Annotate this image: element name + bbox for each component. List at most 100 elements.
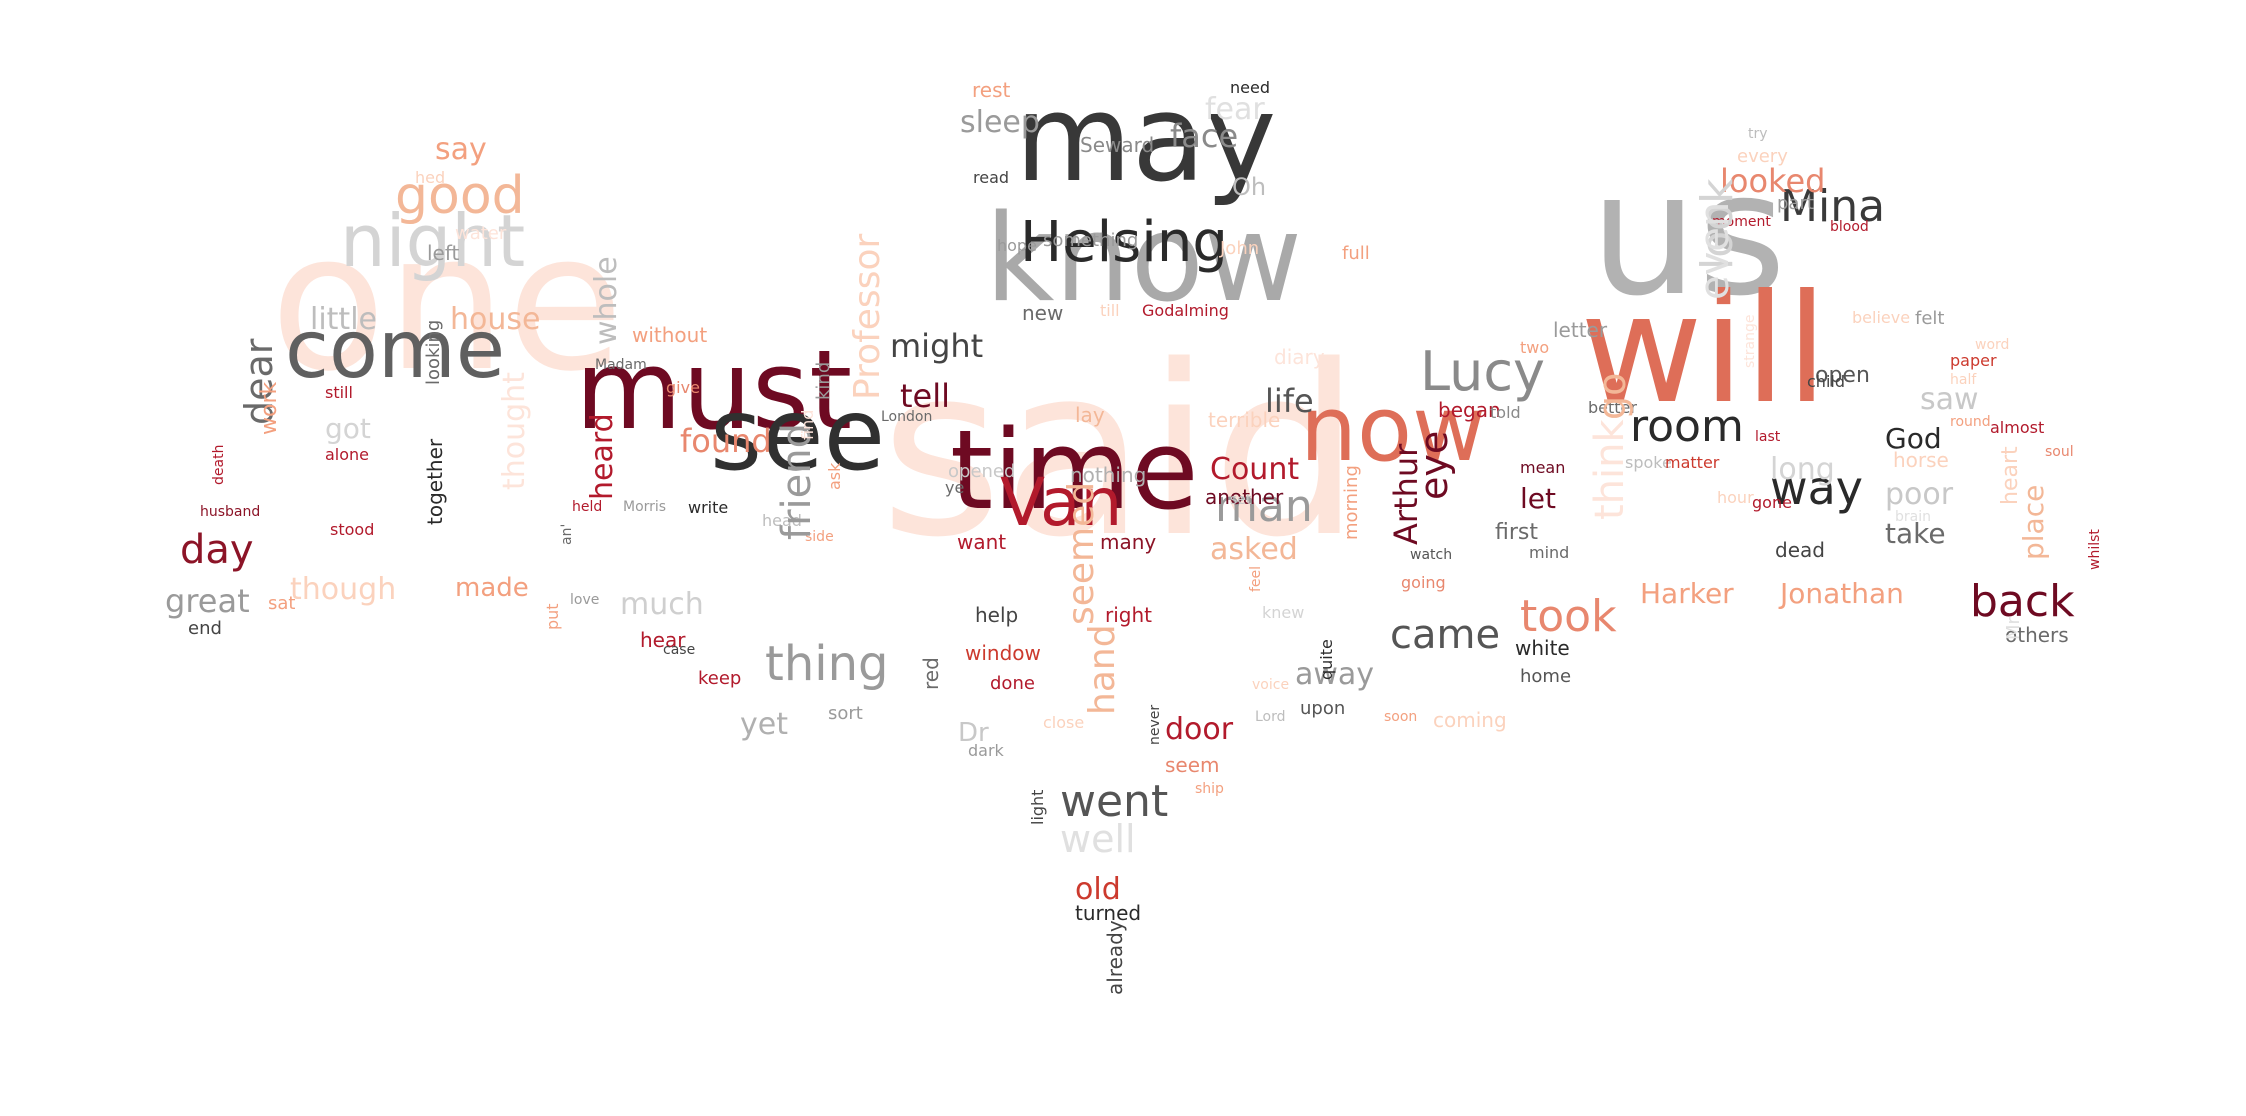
- word-friend: friend: [774, 423, 820, 540]
- word-gone: gone: [1752, 493, 1792, 512]
- word-well: well: [1060, 817, 1136, 861]
- word-hand: hand: [1082, 624, 1123, 715]
- word-man: man: [1215, 481, 1313, 532]
- word-paper: paper: [1950, 351, 1997, 370]
- word-morris: Morris: [623, 499, 667, 515]
- word-death: death: [211, 444, 227, 485]
- word-hed: hed: [415, 168, 446, 187]
- word-yet: yet: [740, 707, 788, 742]
- word-new: new: [1022, 301, 1064, 325]
- word-asked: asked: [1210, 532, 1298, 567]
- word-say: say: [435, 132, 487, 167]
- word-already: already: [1103, 920, 1127, 995]
- word-without: without: [632, 323, 708, 347]
- word-london: London: [881, 409, 933, 425]
- word-never: never: [1147, 704, 1163, 745]
- word-two: two: [1520, 338, 1550, 357]
- word-stood: stood: [330, 520, 375, 539]
- word-part: part: [1777, 193, 1814, 214]
- word-great: great: [165, 582, 250, 620]
- word-ye: ye: [945, 478, 965, 497]
- word-us: us: [1590, 136, 1787, 334]
- word-door: door: [1165, 712, 1234, 747]
- word-half: half: [1950, 372, 1977, 388]
- word-dead: dead: [1775, 538, 1825, 562]
- word-dark: dark: [968, 741, 1004, 760]
- word-hope: hope: [997, 236, 1037, 255]
- word-husband: husband: [200, 504, 261, 520]
- word-something: something: [1043, 230, 1139, 251]
- word-word: word: [1975, 337, 2010, 353]
- word-alone: alone: [325, 445, 370, 464]
- word-oh: Oh: [1232, 173, 1267, 201]
- word-place: place: [2017, 484, 2050, 560]
- word-another: another: [1205, 485, 1284, 509]
- word-an: an': [559, 523, 575, 545]
- word-want: want: [957, 530, 1007, 554]
- word-find: find: [798, 409, 817, 440]
- word-left: left: [427, 241, 460, 265]
- word-whole: whole: [589, 256, 624, 345]
- word-harker: Harker: [1640, 577, 1734, 610]
- word-close: close: [1043, 713, 1085, 732]
- word-even: even: [1692, 201, 1738, 300]
- word-soon: soon: [1384, 709, 1418, 725]
- word-one: one: [270, 192, 624, 413]
- word-set: set: [1230, 492, 1252, 508]
- word-ship: ship: [1195, 781, 1224, 797]
- word-morning: morning: [1341, 465, 1362, 540]
- word-van: Van: [1000, 464, 1123, 541]
- word-keep: keep: [698, 668, 742, 689]
- word-day: day: [180, 527, 254, 573]
- word-got: got: [325, 412, 371, 445]
- word-whilst: whilst: [2087, 529, 2103, 570]
- word-now: now: [1300, 377, 1486, 482]
- word-madam: Madam: [595, 357, 647, 373]
- word-much: much: [620, 587, 704, 622]
- word-still: still: [325, 383, 353, 402]
- word-lay: lay: [1075, 403, 1105, 427]
- word-case: case: [663, 642, 696, 658]
- word-mind: mind: [1529, 543, 1570, 562]
- word-go: go: [1590, 372, 1634, 420]
- word-felt: felt: [1915, 308, 1945, 329]
- word-let: let: [1520, 482, 1556, 515]
- word-must: must: [575, 326, 853, 454]
- word-strange: strange: [1742, 314, 1758, 369]
- word-may: may: [1015, 70, 1277, 209]
- word-hear: hear: [640, 628, 686, 652]
- word-child: child: [1807, 372, 1845, 391]
- word-give: give: [666, 378, 700, 397]
- word-might: might: [890, 327, 984, 365]
- word-watch: watch: [1410, 547, 1453, 563]
- word-ask: ask: [825, 462, 844, 490]
- word-tell: tell: [900, 377, 951, 415]
- word-many: many: [1100, 530, 1157, 554]
- word-face: face: [1170, 117, 1239, 155]
- word-held: held: [572, 499, 603, 515]
- word-made: made: [455, 573, 529, 603]
- word-red: red: [919, 657, 943, 690]
- word-diary: diary: [1274, 345, 1325, 369]
- word-told: told: [1490, 403, 1521, 422]
- word-helsing: Helsing: [1020, 210, 1228, 275]
- word-take: take: [1885, 517, 1946, 550]
- word-going: going: [1401, 573, 1446, 592]
- word-others: others: [2005, 623, 2069, 647]
- word-mean: mean: [1520, 458, 1566, 477]
- word-jonathan: Jonathan: [1780, 577, 1904, 610]
- word-sleep: sleep: [960, 105, 1040, 140]
- word-eye: eye: [1412, 430, 1456, 500]
- word-night: night: [340, 199, 526, 283]
- word-think: think: [1587, 419, 1633, 520]
- word-coming: coming: [1433, 708, 1507, 732]
- word-write: write: [688, 498, 729, 517]
- word-help: help: [975, 603, 1019, 627]
- word-nothing: nothing: [1070, 463, 1147, 487]
- word-long: long: [1770, 452, 1835, 487]
- word-side: side: [805, 529, 834, 545]
- word-brain: brain: [1895, 509, 1931, 525]
- word-every: every: [1737, 146, 1788, 167]
- word-professor: Professor: [847, 233, 888, 400]
